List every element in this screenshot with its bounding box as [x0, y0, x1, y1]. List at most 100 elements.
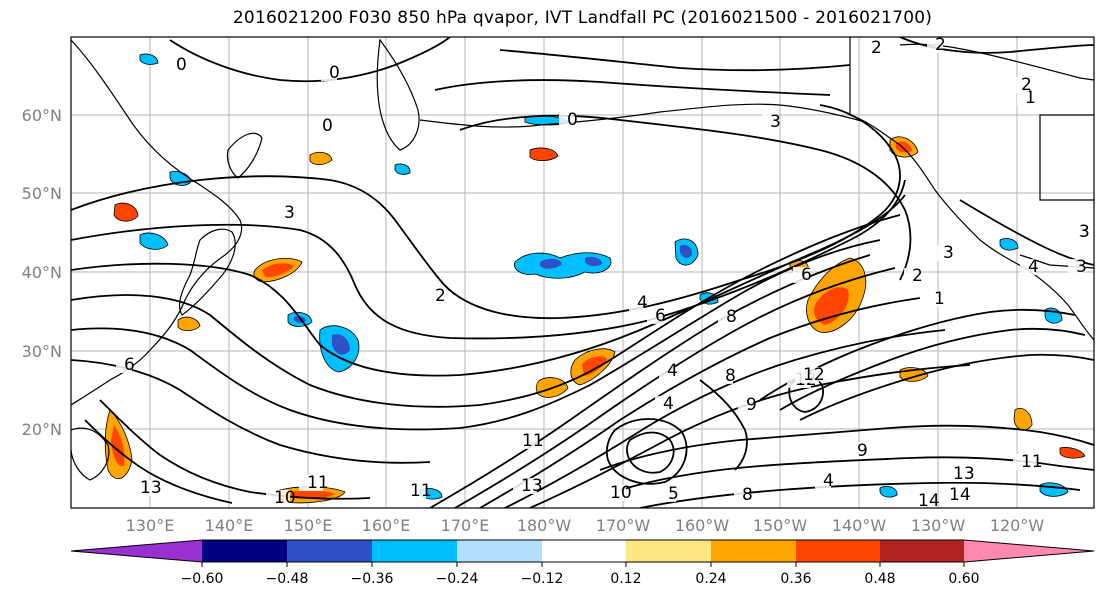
contour-label-bg [659, 363, 675, 379]
contour-label-bg [926, 291, 942, 307]
colorbar-cell [542, 540, 626, 562]
colorbar-ticks: −0.60 −0.48 −0.36 −0.24 −0.12 0.12 0.24 0.36 0.4… [181, 562, 980, 587]
colorbar-cell [796, 540, 880, 562]
contour-label-bg [655, 396, 671, 412]
contour-labels: 0000222333326411264488911111311101312145… [116, 35, 1090, 511]
contour-label-bg [718, 309, 734, 325]
contour-label-bg [945, 466, 969, 482]
contour-label: 4 [823, 471, 834, 491]
contour-line [626, 431, 675, 474]
lat-label: 40°N [22, 263, 62, 282]
lon-label: 160°W [675, 516, 730, 535]
contour-label-bg [427, 288, 443, 304]
contour-label: 13 [521, 476, 543, 496]
positive-patch [104, 409, 133, 480]
contour-label-bg [904, 268, 920, 284]
contour-label-bg [1020, 259, 1036, 275]
lon-label: 140°E [205, 516, 254, 535]
positive-patch [177, 316, 201, 332]
positive-patch [309, 151, 333, 166]
contour-label-bg [815, 473, 831, 489]
contour-label: 6 [124, 355, 135, 375]
colorbar-cell [202, 540, 287, 562]
contour-line [599, 424, 1094, 471]
contour-label: 4 [663, 394, 674, 414]
lat-label: 30°N [22, 342, 62, 361]
contour-label: 11 [1021, 452, 1043, 472]
contour-label: 3 [943, 243, 954, 263]
contour-label: 1 [1025, 88, 1036, 108]
lon-label: 130°E [126, 516, 175, 535]
contour-label-bg [1017, 90, 1033, 106]
negative-patch [514, 252, 612, 279]
north-america-coastline [849, 37, 1094, 341]
contour-label-bg [116, 357, 132, 373]
colorbar-tick-label: −0.24 [436, 571, 479, 587]
colorbar-cell [287, 540, 372, 562]
contour-line [504, 329, 946, 508]
contour-label-bg [559, 112, 575, 128]
lon-label: 170°E [441, 516, 490, 535]
contour-label-bg [314, 118, 330, 134]
positive-patch [253, 257, 303, 283]
contour-label-bg [1013, 77, 1029, 93]
contour-label-bg [717, 368, 733, 384]
contour-label-bg [299, 475, 323, 491]
contour-line [459, 114, 912, 281]
contour-label-bg [793, 267, 809, 283]
contour-label: 10 [274, 488, 296, 508]
colorbar-cell [880, 540, 964, 562]
contour-label: 2 [1021, 75, 1032, 95]
contour-line [639, 481, 1081, 508]
negative-patch [394, 163, 411, 175]
contour-label-bg [738, 397, 754, 413]
colorbar-cell [457, 540, 542, 562]
contour-line [605, 418, 688, 485]
contour-label-bg [849, 443, 865, 459]
contour-label: 11 [522, 431, 544, 451]
taiwan-philippines-coastline [71, 427, 110, 481]
contour-label-bg [402, 483, 426, 499]
colorbar-cell [711, 540, 796, 562]
colorbar-cell [372, 540, 457, 562]
contour-label-bg [734, 487, 750, 503]
contour-label: 4 [1028, 257, 1039, 277]
contour-label: 3 [770, 112, 781, 132]
contour-label: 8 [726, 307, 737, 327]
contour-label: 6 [801, 265, 812, 285]
japan-coastline [178, 228, 236, 316]
plot-area: 0000222333326411264488911111311101312145… [70, 35, 1095, 511]
contour-label-bg [513, 478, 537, 494]
contour-label: 4 [667, 361, 678, 381]
contour-label: 3 [1076, 257, 1087, 277]
us-border-lines [1019, 254, 1094, 269]
contour-label-bg [266, 490, 290, 506]
colorbar-tick-label: 0.60 [948, 571, 979, 587]
contour-line [71, 239, 881, 431]
contour-label-bg [514, 433, 538, 449]
lon-label: 120°W [990, 516, 1045, 535]
contour-label: 4 [637, 293, 648, 313]
contour-label: 12 [803, 365, 825, 385]
negative-patch [879, 486, 898, 498]
kamchatka-coastline [376, 38, 420, 151]
contour-label-bg [910, 493, 934, 509]
contour-label-bg [927, 37, 943, 53]
negative-patch [319, 325, 360, 373]
lat-label: 50°N [22, 184, 62, 203]
contour-label: 9 [746, 395, 757, 415]
contour-line [71, 194, 906, 377]
contour-line [619, 456, 1094, 491]
colorbar-cells [70, 539, 1095, 563]
contour-label: 2 [435, 286, 446, 306]
colorbar: −0.60 −0.48 −0.36 −0.24 −0.12 0.12 0.24 0.36 0.4… [70, 539, 1095, 587]
map-title: 2016021200 F030 850 hPa qvapor, IVT Land… [232, 8, 933, 28]
contour-label-bg [795, 367, 819, 383]
positive-patch [1059, 447, 1086, 459]
contour-line [429, 254, 871, 508]
colorbar-tick-label: −0.12 [521, 571, 564, 587]
contour-label-bg [321, 65, 337, 81]
longitude-axis: 130°E 140°E 150°E 160°E 170°E 180°W 170°… [126, 516, 1045, 535]
contour-label: 2 [871, 38, 882, 58]
